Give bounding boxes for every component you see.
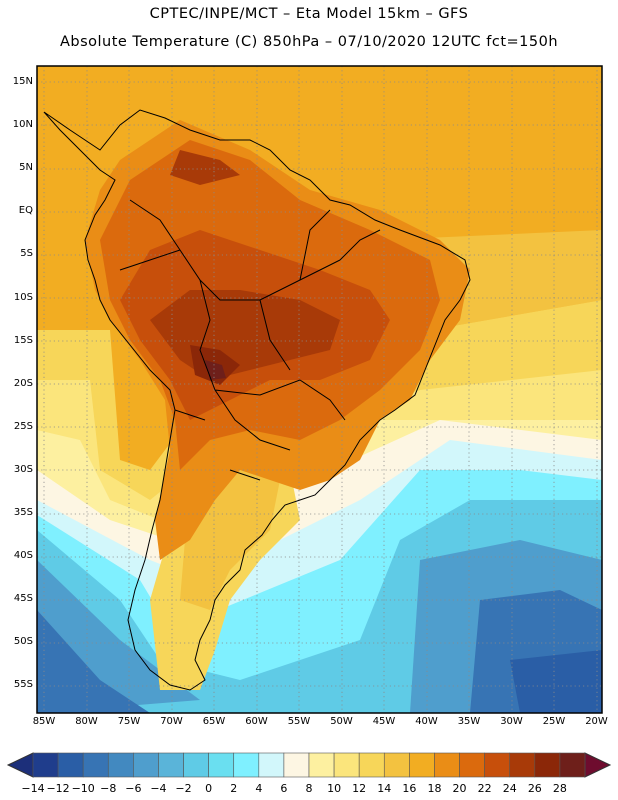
colorbar-label: 6 [280,782,288,795]
colorbar-label: −14 [21,782,45,795]
map-title-line1: CPTEC/INPE/MCT – Eta Model 15km – GFS [149,6,469,22]
lon-label: 45W [372,716,396,727]
lat-label: 30S [13,463,33,475]
lon-label: 85W [32,716,56,727]
colorbar-low-triangle [6,752,34,778]
lon-label: 50W [330,716,353,727]
colorbar-swatch [283,752,310,778]
colorbar-label: −12 [46,782,70,795]
lat-label: 55S [13,679,33,691]
colorbar-label: 2 [230,782,238,795]
colorbar-swatch [509,752,536,778]
colorbar-swatch [158,752,184,778]
colorbar-swatch [434,752,460,778]
colorbar-swatch [258,752,285,778]
colorbar-swatch [409,752,435,778]
country-borders [119,199,381,481]
colorbar-label: 20 [452,782,467,795]
lat-label: 45S [13,593,33,605]
lat-label: 50S [13,636,33,648]
lat-label: 5S [20,248,33,260]
lat-label: 10S [13,291,33,303]
colorbar-label: 26 [527,782,542,795]
colorbar-label: 22 [477,782,492,795]
lon-label: 35W [457,716,481,727]
colorbar-label: 4 [255,782,263,795]
colorbar-swatch [107,752,134,778]
colorbar-label: −10 [71,782,95,795]
lon-label: 80W [75,716,98,727]
colorbar-swatch [333,752,360,778]
colorbar-swatch [559,752,586,778]
colorbar-swatch [208,752,235,778]
lon-label: 25W [542,716,566,727]
lat-label: 15S [13,334,33,346]
lat-label: EQ [18,205,33,217]
colorbar-swatch [133,752,159,778]
colorbar-swatch [183,752,209,778]
colorbar-swatch [308,752,335,778]
colorbar-swatch [459,752,485,778]
colorbar-label: 12 [352,782,367,795]
graticule [37,66,602,713]
colorbar-label: −6 [125,782,142,795]
colorbar-swatch [233,752,260,778]
colorbar-label: −8 [100,782,117,795]
colorbar-label: 28 [552,782,567,795]
lon-label: 65W [202,716,226,727]
lat-label: 5N [19,162,33,174]
lon-label: 20W [585,716,608,727]
lon-label: 70W [160,716,183,727]
lat-label: 35S [13,507,33,518]
lon-label: 40W [415,716,438,727]
lon-label: 75W [117,716,141,727]
lon-label: 60W [245,716,268,727]
map-title-line2: Absolute Temperature (C) 850hPa – 07/10/… [59,34,559,50]
colorbar-label: 14 [377,782,392,795]
lat-label: 20S [13,377,33,389]
lat-label: 40S [13,550,33,562]
colorbar-label: 18 [427,782,442,795]
colorbar-label: 8 [305,782,313,795]
colorbar-swatch [534,752,561,778]
colorbar-swatch [358,752,385,778]
colorbar-label: −2 [175,782,192,795]
lat-label: 15N [12,76,33,87]
colorbar-swatch [82,752,109,778]
colorbar-swatch [383,752,410,778]
temperature-field [37,66,602,713]
colorbar-label: 0 [205,782,213,795]
colorbar [6,752,612,778]
lon-label: 30W [500,716,523,727]
coastlines [43,109,471,691]
colorbar-swatch [57,752,84,778]
map-frame [36,65,603,714]
colorbar-label: 10 [327,782,342,795]
colorbar-label: 16 [402,782,417,795]
south-america-coastline [43,109,471,691]
colorbar-high-triangle [584,752,612,778]
lat-label: 10N [12,119,33,131]
colorbar-swatch [32,752,59,778]
lon-label: 55W [287,716,311,727]
colorbar-label: −4 [150,782,167,795]
lat-label: 25S [13,420,33,432]
colorbar-label: 24 [502,782,517,795]
colorbar-swatch [484,752,511,778]
